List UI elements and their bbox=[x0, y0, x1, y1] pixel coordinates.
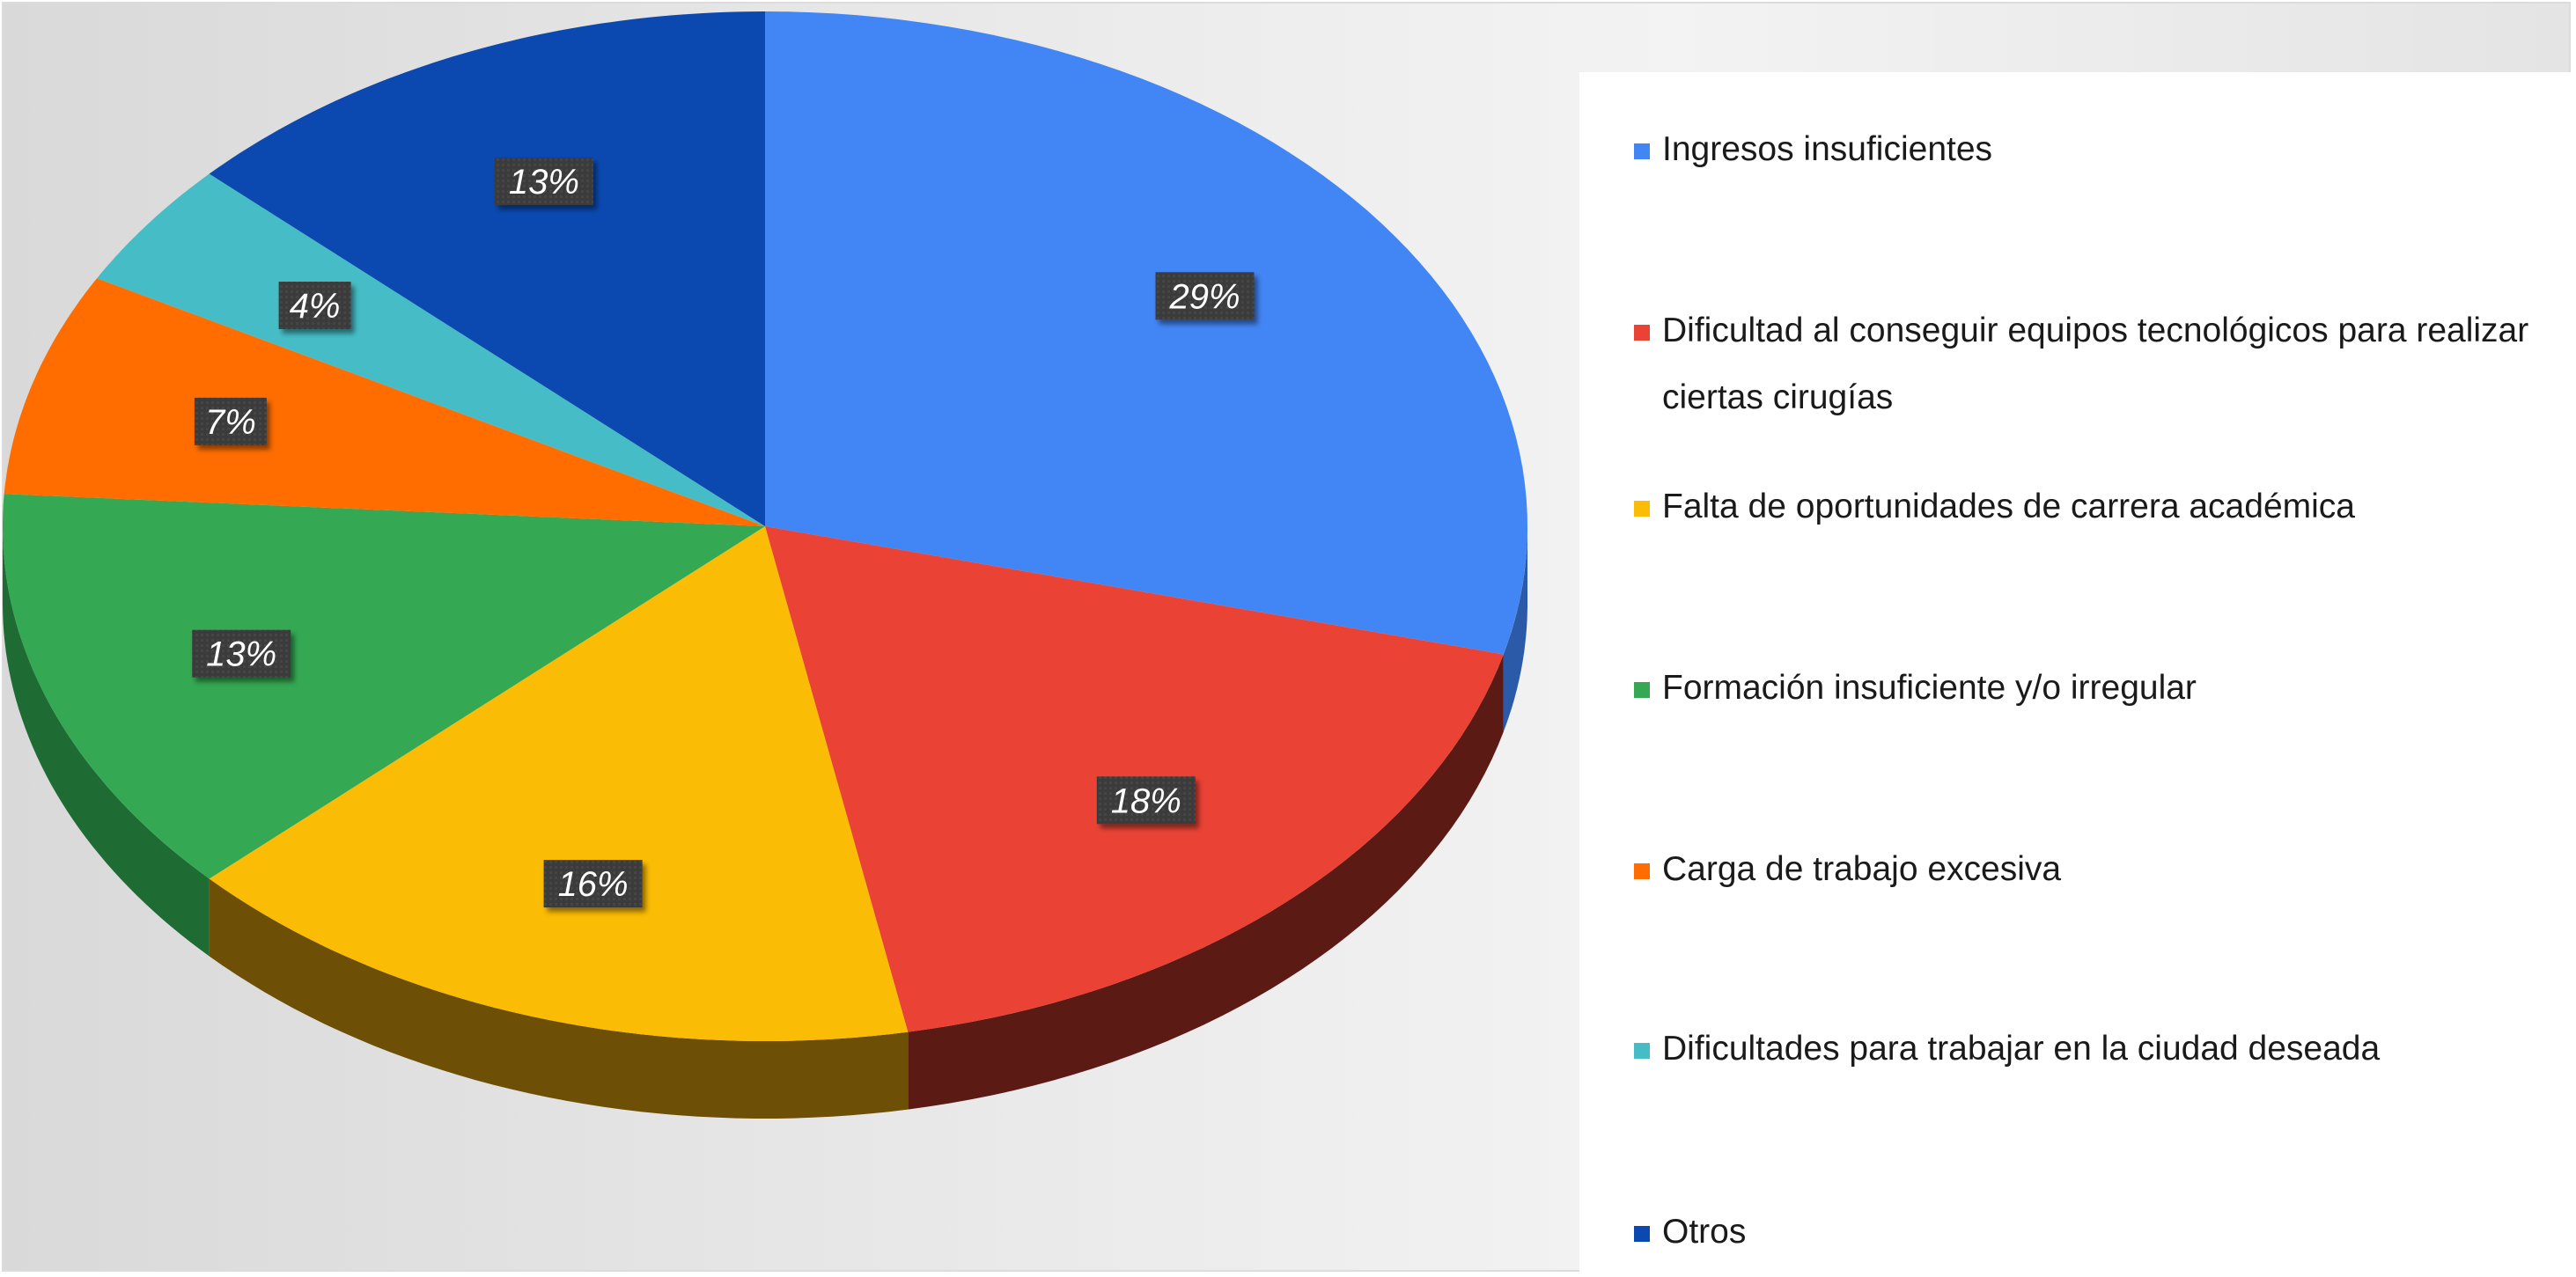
pie-label-text-6: 4% bbox=[290, 287, 341, 326]
pie-label-text-5: 7% bbox=[205, 403, 256, 442]
legend-swatch-4 bbox=[1634, 682, 1650, 698]
legend-label-2: Dificultad al conseguir equipos tecnológ… bbox=[1662, 312, 2529, 416]
legend-label-7: Otros bbox=[1662, 1213, 1747, 1251]
legend-item-1: Ingresos insuficientes bbox=[1634, 130, 2576, 183]
legend-item-2: Dificultad al conseguir equipos tecnológ… bbox=[1634, 312, 2576, 431]
legend-item-7: Otros bbox=[1634, 1213, 2576, 1266]
pie-data-labels: 29% 18% 16% 13% 7% 4% 13% bbox=[192, 158, 1255, 908]
legend-swatch-7 bbox=[1634, 1226, 1650, 1242]
pie-label-2: 18% bbox=[1096, 776, 1196, 825]
legend-swatch-6 bbox=[1634, 1043, 1650, 1059]
pie-label-6: 4% bbox=[278, 282, 351, 329]
pie-side-2 bbox=[908, 654, 1504, 1110]
pie-side-walls bbox=[3, 526, 1527, 1119]
legend-item-4: Formación insuficiente y/o irregular bbox=[1634, 669, 2576, 722]
pie-slice-7 bbox=[209, 11, 765, 526]
legend-item-3: Falta de oportunidades de carrera académ… bbox=[1634, 488, 2576, 540]
pie-label-1: 29% bbox=[1155, 272, 1255, 320]
legend-swatch-3 bbox=[1634, 501, 1650, 517]
pie-label-text-3: 16% bbox=[558, 865, 629, 904]
legend-label-4: Formación insuficiente y/o irregular bbox=[1662, 669, 2197, 707]
pie-label-3: 16% bbox=[543, 860, 643, 908]
pie-side-1 bbox=[1503, 526, 1527, 732]
pie-label-text-1: 29% bbox=[1168, 277, 1240, 316]
pie-top-faces bbox=[3, 11, 1527, 1041]
legend-item-5: Carga de trabajo excesiva bbox=[1634, 850, 2576, 903]
pie-slice-1 bbox=[765, 11, 1527, 655]
pie-slice-4 bbox=[3, 494, 765, 879]
legend-item-6: Dificultades para trabajar en la ciudad … bbox=[1634, 1030, 2576, 1083]
pie-side-4 bbox=[3, 526, 210, 957]
legend-label-1: Ingresos insuficientes bbox=[1662, 130, 1993, 168]
pie-label-text-7: 13% bbox=[509, 163, 579, 202]
pie-slice-3 bbox=[209, 526, 909, 1041]
pie-label-5: 7% bbox=[194, 397, 267, 445]
pie-label-4: 13% bbox=[192, 629, 291, 678]
legend-label-5: Carga de trabajo excesiva bbox=[1662, 850, 2062, 888]
legend-swatch-5 bbox=[1634, 863, 1650, 879]
pie-label-text-2: 18% bbox=[1111, 782, 1181, 820]
legend-swatch-2 bbox=[1634, 325, 1650, 341]
legend-label-3: Falta de oportunidades de carrera académ… bbox=[1662, 488, 2355, 525]
pie-side-3 bbox=[209, 878, 909, 1119]
legend-swatch-1 bbox=[1634, 143, 1650, 159]
pie-label-7: 13% bbox=[494, 158, 593, 206]
pie-slice-6 bbox=[97, 173, 766, 526]
pie-label-text-4: 13% bbox=[206, 635, 276, 674]
legend-label-6: Dificultades para trabajar en la ciudad … bbox=[1662, 1030, 2381, 1068]
legend-panel bbox=[1579, 72, 2571, 1277]
pie-slice-5 bbox=[4, 278, 765, 526]
